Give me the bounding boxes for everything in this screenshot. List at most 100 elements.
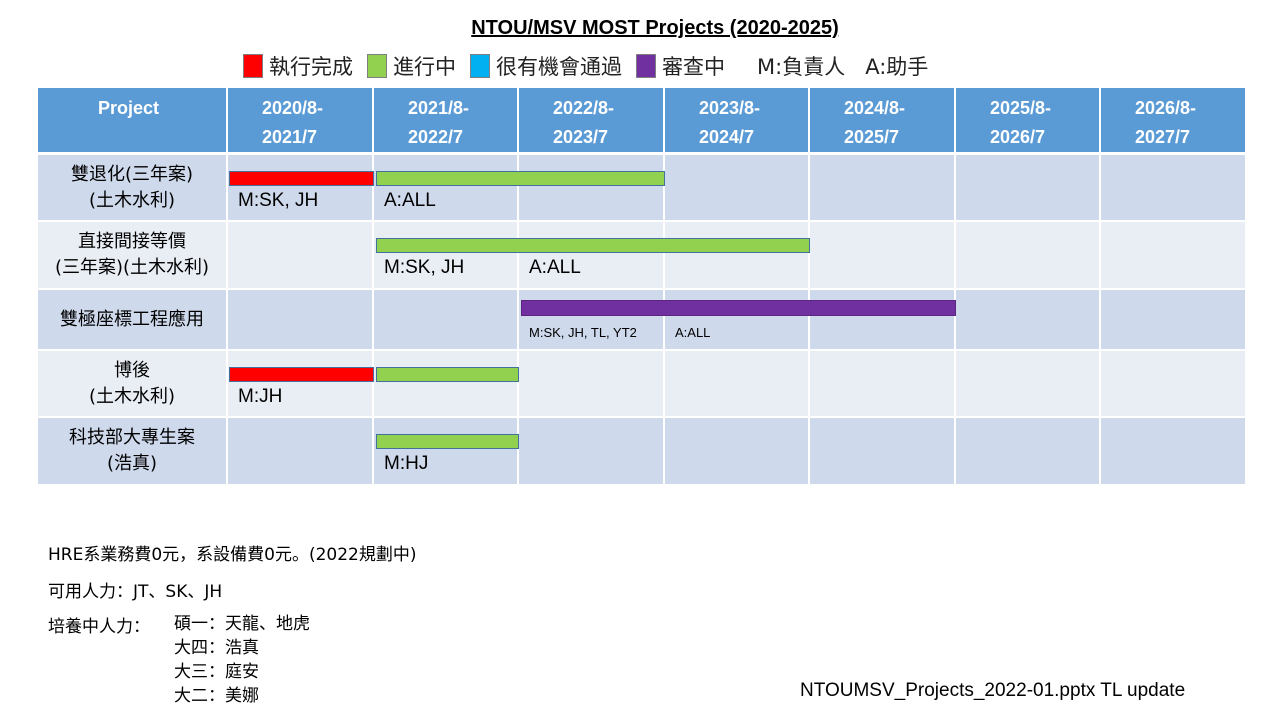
role-label: A:ALL: [384, 190, 436, 211]
legend-swatch-review: [636, 54, 656, 78]
timeline-cell: [1101, 155, 1247, 220]
timeline-cell: [956, 290, 1101, 349]
training-item: 碩一：天龍、地虎: [174, 614, 310, 634]
header-period: 2020/8- 2021/7: [228, 88, 374, 152]
period-end: 2024/7: [699, 127, 755, 147]
timeline-cell: [665, 290, 810, 349]
period-start: 2023/8-: [699, 98, 761, 118]
timeline-cell: [228, 290, 374, 349]
gantt-bar-ongoing: [376, 238, 810, 253]
budget-note: HRE系業務費0元，系設備費0元。(2022規劃中): [48, 545, 417, 565]
timeline-cell: [810, 418, 956, 484]
role-legend-label: M:負責人: [757, 55, 846, 79]
gantt-bar-review: [521, 300, 956, 316]
project-name-cell: 直接間接等價 (三年案)(土木水利): [38, 222, 228, 288]
timeline-cell: [956, 155, 1101, 220]
project-name-line: 科技部大專生案: [69, 427, 195, 448]
role-label: M:HJ: [384, 453, 429, 474]
period-start: 2020/8-: [262, 98, 324, 118]
timeline-cell: [810, 290, 956, 349]
legend-label: 進行中: [393, 55, 456, 79]
timeline-cell: [374, 290, 519, 349]
project-name-cell: 雙極座標工程應用: [38, 290, 228, 349]
legend-label: 很有機會通過: [496, 55, 622, 79]
period-start: 2021/8-: [408, 98, 470, 118]
header-period: 2021/8- 2022/7: [374, 88, 519, 152]
period-start: 2026/8-: [1135, 98, 1197, 118]
legend-swatch-ongoing: [367, 54, 387, 78]
project-name-line: 雙極座標工程應用: [60, 308, 204, 330]
timeline-cell: [810, 155, 956, 220]
timeline-cell: [956, 418, 1101, 484]
period-end: 2023/7: [553, 127, 609, 147]
legend-swatch-done: [243, 54, 263, 78]
header-period: 2024/8- 2025/7: [810, 88, 956, 152]
timeline-cell: [956, 351, 1101, 416]
timeline-cell: [956, 222, 1101, 288]
training-item: 大四：浩真: [174, 638, 259, 658]
timeline-cell: [810, 351, 956, 416]
project-name-line: (土木水利): [88, 189, 176, 211]
timeline-cell: [810, 222, 956, 288]
available-staff-note: 可用人力：JT、SK、JH: [48, 582, 223, 602]
role-label: M:SK, JH, TL, YT2: [529, 325, 637, 340]
project-name-line: (浩真): [106, 453, 158, 474]
period-end: 2022/7: [408, 127, 464, 147]
gantt-bar-done: [229, 171, 374, 186]
period-end: 2021/7: [262, 127, 318, 147]
period-start: 2025/8-: [990, 98, 1052, 118]
training-item: 大二：美娜: [174, 686, 259, 706]
timeline-cell: [228, 351, 374, 416]
timeline-cell: [374, 222, 519, 288]
role-label: A:ALL: [675, 325, 711, 340]
legend-swatch-likely: [470, 54, 490, 78]
timeline-cell: [665, 222, 810, 288]
timeline-cell: [665, 155, 810, 220]
timeline-cell: [1101, 290, 1247, 349]
project-name-line: 直接間接等價: [78, 231, 186, 252]
timeline-cell: [1101, 418, 1247, 484]
timeline-cell: [374, 351, 519, 416]
slide-title: NTOU/MSV MOST Projects (2020-2025): [471, 17, 839, 39]
timeline-cell: [228, 222, 374, 288]
role-label: A:ALL: [529, 257, 581, 278]
period-end: 2027/7: [1135, 127, 1191, 147]
legend-label: 審查中: [662, 55, 725, 79]
role-label: M:SK, JH: [384, 257, 465, 278]
period-end: 2025/7: [844, 127, 900, 147]
project-name-cell: 博後 (土木水利): [38, 351, 228, 416]
header-project: Project: [38, 88, 228, 152]
training-staff-list: 碩一：天龍、地虎 大四：浩真大三：庭安大二：美娜: [174, 612, 310, 708]
gantt-bar-ongoing: [376, 367, 519, 382]
timeline-cell: [665, 351, 810, 416]
period-start: 2022/8-: [553, 98, 615, 118]
project-name-cell: 科技部大專生案 (浩真): [38, 418, 228, 484]
header-period: 2026/8- 2027/7: [1101, 88, 1247, 152]
gantt-bar-ongoing: [376, 171, 665, 186]
role-legend-label: A:助手: [865, 55, 929, 79]
project-name-line: 博後: [114, 359, 150, 381]
timeline-cell: [519, 155, 665, 220]
role-label: M:JH: [238, 386, 283, 407]
timeline-cell: [519, 418, 665, 484]
header-period: 2025/8- 2026/7: [956, 88, 1101, 152]
legend-label: 執行完成: [269, 55, 353, 79]
timeline-cell: [1101, 351, 1247, 416]
footer-filename: NTOUMSV_Projects_2022-01.pptx TL update: [800, 680, 1186, 701]
timeline-cell: [519, 290, 665, 349]
timeline-cell: [665, 418, 810, 484]
project-name-cell: 雙退化(三年案) (土木水利): [38, 155, 228, 220]
project-name-line: (三年案)(土木水利): [54, 257, 210, 278]
timeline-cell: [519, 222, 665, 288]
legend: 執行完成 進行中 很有機會通過 審查中 M:負責人 A:助手: [243, 52, 948, 80]
timeline-cell: [374, 418, 519, 484]
timeline-cell: [519, 351, 665, 416]
training-item: 大三：庭安: [174, 662, 259, 682]
period-start: 2024/8-: [844, 98, 906, 118]
period-end: 2026/7: [990, 127, 1046, 147]
role-label: M:SK, JH: [238, 190, 319, 211]
timeline-cell: [1101, 222, 1247, 288]
project-name-line: 雙退化(三年案): [70, 163, 194, 185]
training-staff-label: 培養中人力：: [48, 617, 150, 637]
